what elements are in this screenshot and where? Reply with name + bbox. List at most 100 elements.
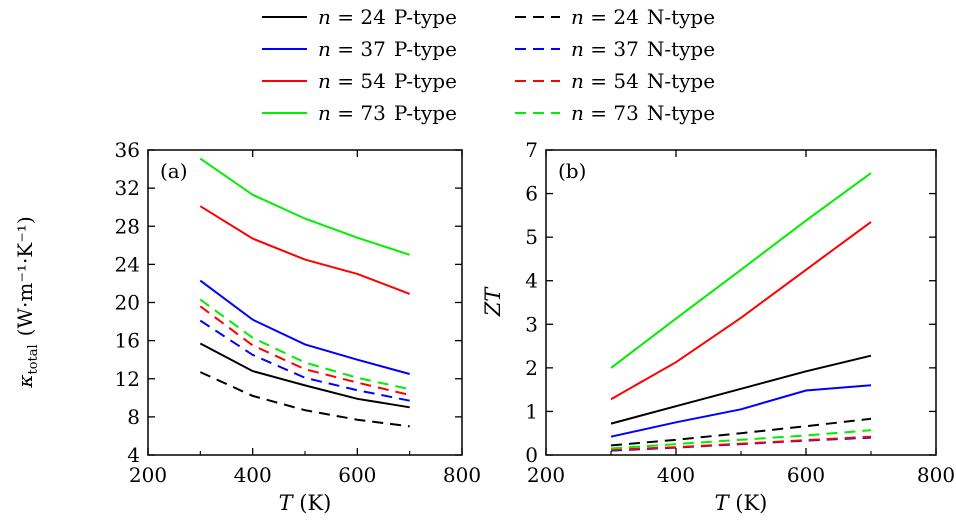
legend-label: n = 24 N-type	[571, 5, 715, 29]
panel-a-label: (a)	[160, 159, 188, 183]
panel-a-xlabel: T (K)	[279, 491, 332, 515]
legend-eq: =	[584, 101, 613, 125]
panel-b-series-line	[610, 417, 872, 447]
panel-b-xtick-label: 600	[787, 463, 825, 487]
legend-type: P-type	[394, 69, 457, 93]
panel-b-series-line	[610, 172, 872, 369]
panel-b-ytick-label: 2	[525, 356, 538, 380]
panel-a-ylabel-unit: (W·m⁻¹·K⁻¹)	[13, 216, 37, 336]
legend-n-symbol: n	[571, 5, 584, 29]
panel-b-ytick-label: 1	[525, 399, 538, 423]
panel-a-ytick-label: 32	[115, 176, 140, 200]
panel-b-ticks: 200 400 600 800 0 1 2 3 4 5 6 7	[525, 138, 955, 487]
legend-n-value: 54	[360, 69, 385, 93]
legend-label: n = 24 P-type	[318, 5, 457, 29]
legend-item: n = 37 P-type	[262, 37, 457, 61]
legend-n-symbol: n	[318, 5, 331, 29]
panel-b-series-line	[610, 435, 872, 451]
legend-n-symbol: n	[571, 101, 584, 125]
panel-b-series-line	[610, 354, 872, 425]
panel-a-xlabel-var: T	[279, 491, 295, 515]
panel-b-label: (b)	[558, 159, 586, 183]
legend-n-value: 37	[613, 37, 638, 61]
legend-n-value: 73	[360, 101, 385, 125]
legend-n-symbol: n	[318, 101, 331, 125]
panel-a-xtick-label: 200	[129, 463, 167, 487]
legend-n-symbol: n	[318, 69, 331, 93]
legend-type: N-type	[647, 101, 715, 125]
legend-n-symbol: n	[571, 37, 584, 61]
panel-a-series-line	[199, 371, 410, 428]
panel-a-series	[199, 157, 411, 428]
panel-a-ylabel-kappa: κ	[13, 375, 37, 389]
legend-n-symbol: n	[571, 69, 584, 93]
legend-eq: =	[584, 5, 613, 29]
legend-n-value: 24	[360, 5, 385, 29]
panel-a-ylabel: κtotal (W·m⁻¹·K⁻¹)	[13, 216, 41, 388]
panel-a-ytick-label: 20	[115, 291, 140, 315]
legend-item: n = 54 P-type	[262, 69, 457, 93]
panel-b-ytick-label: 4	[525, 269, 538, 293]
panel-b-xlabel-unit: (K)	[729, 491, 768, 515]
legend-type: N-type	[647, 69, 715, 93]
panel-a-series-line	[199, 298, 410, 391]
panel-b-xtick-label: 800	[917, 463, 955, 487]
panel-a-series-line	[199, 157, 411, 256]
legend-type: P-type	[394, 101, 457, 125]
legend-item: n = 24 P-type	[262, 5, 457, 29]
panel-b-ytick-label: 6	[525, 182, 538, 206]
panel-a-ylabel-sub: total	[26, 344, 41, 374]
panel-b-series-line	[610, 384, 872, 438]
legend-n-value: 37	[360, 37, 385, 61]
panel-a-series-line	[199, 319, 410, 402]
panel-a-xtick-label: 400	[234, 463, 272, 487]
legend-label: n = 54 N-type	[571, 69, 715, 93]
panel-b-series-line	[610, 429, 872, 450]
legend-n-symbol: n	[318, 37, 331, 61]
panel-a-series-line	[199, 342, 410, 409]
panel-b-series	[610, 172, 872, 452]
panel-a-kappa-total: 200 400 600 800 4 8 12 16 20 24 28 32 36 (a) T (K) κ…	[13, 138, 481, 515]
legend-eq: =	[584, 37, 613, 61]
legend-n-value: 54	[613, 69, 638, 93]
panel-b-ytick-label: 7	[525, 138, 538, 162]
legend-eq: =	[331, 37, 360, 61]
legend-type: P-type	[394, 5, 457, 29]
legend-eq: =	[331, 5, 360, 29]
legend-item: n = 73 N-type	[515, 101, 715, 125]
legend-label: n = 73 N-type	[571, 101, 715, 125]
legend-label: n = 54 P-type	[318, 69, 457, 93]
panel-a-ytick-label: 16	[115, 329, 140, 353]
legend-n-value: 24	[613, 5, 638, 29]
panel-a-ytick-label: 24	[115, 252, 140, 276]
legend-label: n = 73 P-type	[318, 101, 457, 125]
panel-b-ylabel: ZT	[481, 286, 505, 318]
legend-eq: =	[331, 101, 360, 125]
legend-type: N-type	[647, 5, 715, 29]
panel-b-ytick-label: 0	[525, 443, 538, 467]
legend-item: n = 37 N-type	[515, 37, 715, 61]
panel-a-xlabel-unit: (K)	[293, 491, 332, 515]
legend-label: n = 37 P-type	[318, 37, 457, 61]
legend-type: P-type	[394, 37, 457, 61]
legend-item: n = 24 N-type	[515, 5, 715, 29]
panel-a-ytick-label: 28	[115, 214, 140, 238]
panel-b-xtick-label: 400	[657, 463, 695, 487]
panel-a-xtick-label: 800	[443, 463, 481, 487]
panel-b-xlabel-var: T	[715, 491, 731, 515]
panel-a-ytick-label: 12	[115, 367, 140, 391]
legend-item: n = 73 P-type	[262, 101, 457, 125]
panel-a-ytick-label: 4	[127, 443, 140, 467]
panel-b-xlabel: T (K)	[715, 491, 768, 515]
legend-item: n = 54 N-type	[515, 69, 715, 93]
panel-a-ytick-label: 8	[127, 405, 140, 429]
panel-a-series-line	[199, 279, 410, 375]
panel-a-xtick-label: 600	[338, 463, 376, 487]
panel-a-series-line	[199, 305, 410, 396]
panel-a-ytick-label: 36	[115, 138, 140, 162]
panel-a-series-line	[199, 205, 411, 295]
panel-b-ytick-label: 5	[525, 225, 538, 249]
panel-b-xtick-label: 200	[527, 463, 565, 487]
